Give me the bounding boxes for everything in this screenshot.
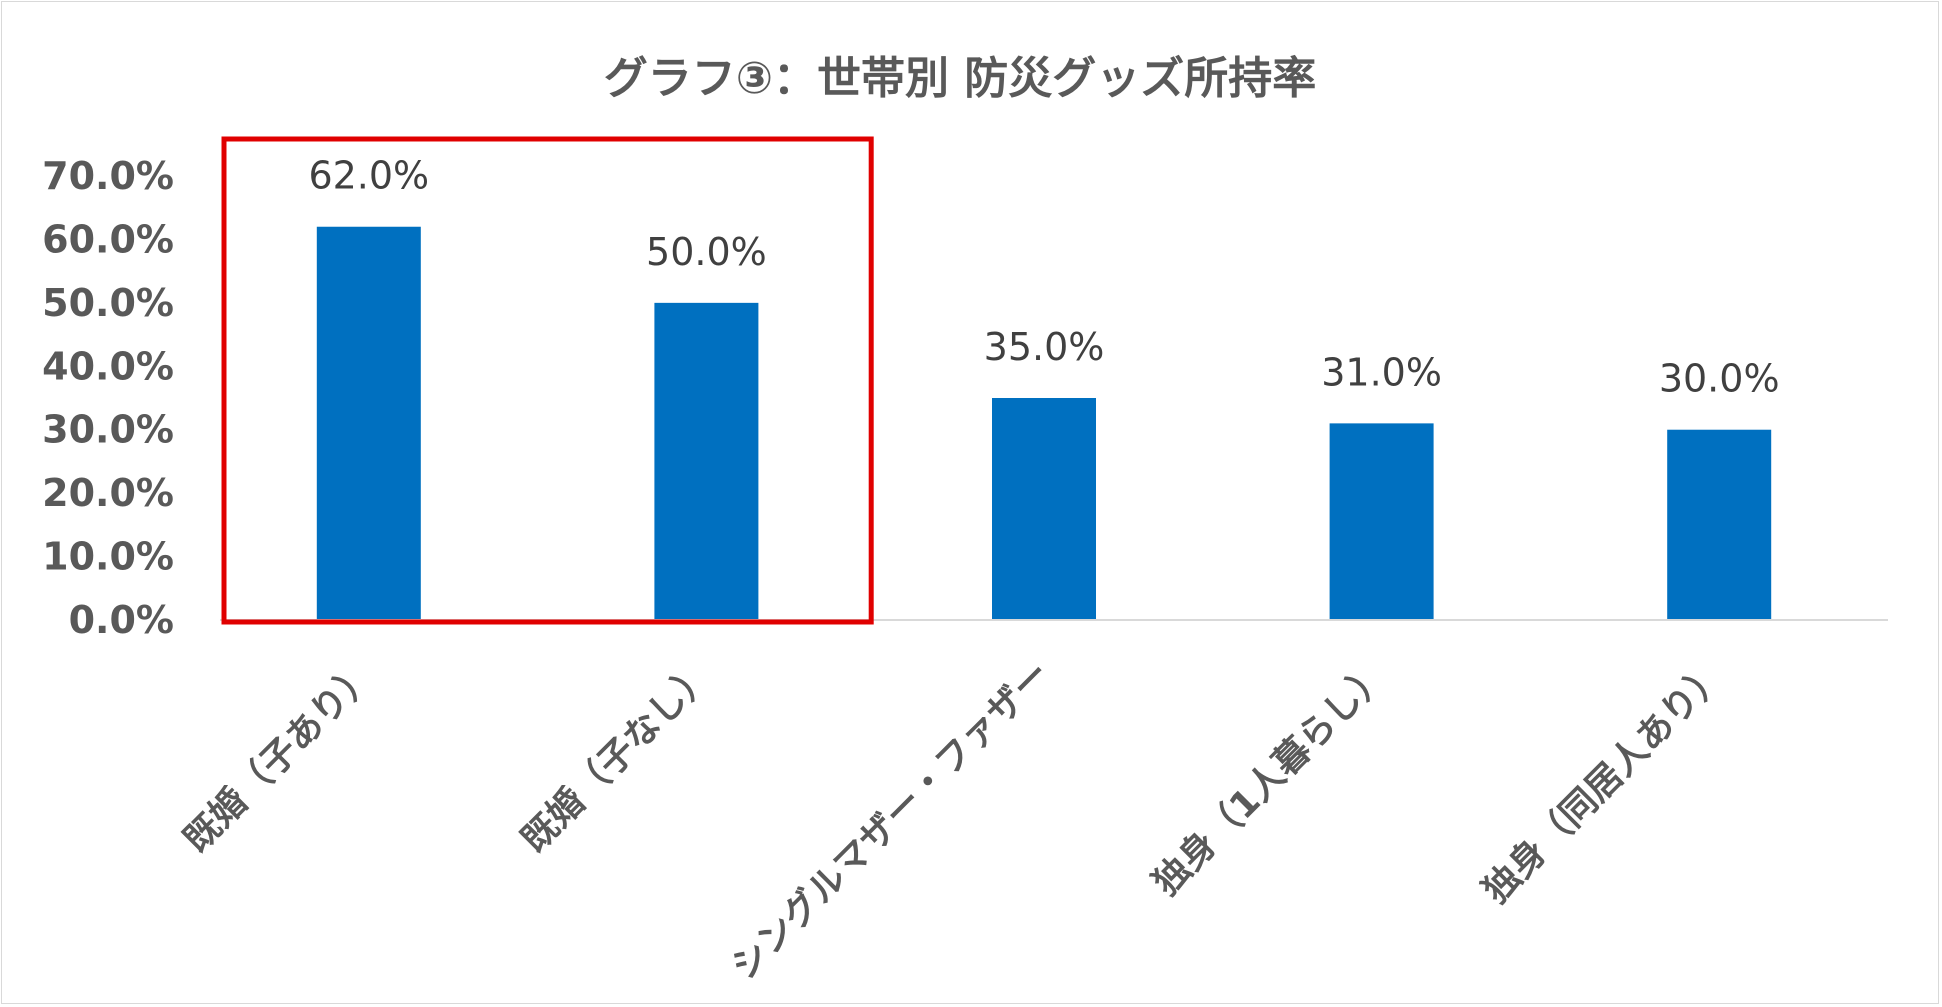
data-label: 31.0% <box>1321 350 1442 394</box>
x-tick-label: 独身（1人暮らし） <box>1146 653 1396 903</box>
x-axis-labels: 既婚（子あり） 既婚（子なし） シングルマザー・ファザー 独身（1人暮らし） 独身（同居… <box>176 653 1734 987</box>
chart-title: グラフ③：世帯別 防災グッズ所持率 <box>604 53 1317 104</box>
y-axis-labels: 0.0% 10.0% 20.0% 30.0% 40.0% 50.0% 60.0% 70.0% <box>42 154 174 642</box>
highlight-box <box>221 136 874 625</box>
y-tick-label: 30.0% <box>42 408 174 452</box>
bar <box>1329 423 1434 620</box>
x-tick-label: シングルマザー・ファザー <box>724 653 1058 987</box>
y-tick-label: 60.0% <box>42 217 174 261</box>
y-tick-label: 0.0% <box>69 598 174 642</box>
data-label: 50.0% <box>646 230 767 274</box>
y-tick-label: 50.0% <box>42 281 174 325</box>
bar <box>992 398 1096 620</box>
y-tick-label: 40.0% <box>42 344 174 388</box>
bar <box>1667 429 1772 620</box>
x-tick-label: 独身（同居人あり） <box>1475 653 1733 911</box>
bar <box>316 226 421 620</box>
y-tick-label: 10.0% <box>42 535 174 579</box>
x-tick-label: 既婚（子あり） <box>176 653 383 860</box>
data-label: 35.0% <box>984 325 1105 369</box>
bars-group <box>316 226 1772 620</box>
y-tick-label: 70.0% <box>42 154 174 198</box>
data-label: 30.0% <box>1659 357 1780 401</box>
x-tick-label: 既婚（子なし） <box>514 653 721 860</box>
data-labels-group: 62.0% 50.0% 35.0% 31.0% 30.0% <box>308 154 1779 401</box>
y-tick-label: 20.0% <box>42 471 174 515</box>
bar <box>654 302 759 620</box>
data-label: 62.0% <box>308 154 429 198</box>
